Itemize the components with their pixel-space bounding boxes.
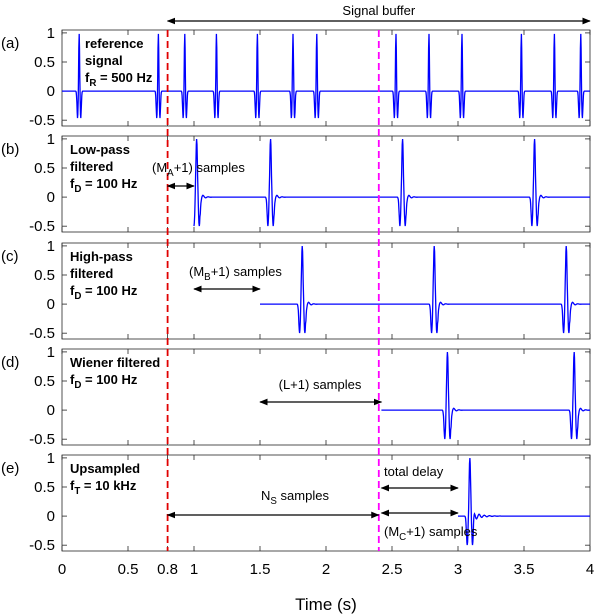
- x-tick-label: 4: [586, 561, 594, 578]
- x-tick-label: 2.5: [382, 561, 403, 578]
- x-axis: 0 0.5 0.8 1 1.5 2 2.5 3 3.5 4 Time (s): [58, 561, 594, 614]
- y-tick-label: 0: [47, 189, 55, 206]
- panel-label: Wiener filtered: [70, 355, 160, 370]
- x-tick-label: 0: [58, 561, 66, 578]
- panel-frequency: fR = 500 Hz: [85, 70, 153, 89]
- panel-a: -0.5 0 0.5 1 (a) reference signal fR = 500 Hz: [1, 25, 591, 129]
- y-tick-label: 0: [47, 402, 55, 419]
- panel-frequency: fT = 10 kHz: [70, 478, 137, 497]
- y-tick-label: -0.5: [29, 537, 55, 554]
- panel-d: -0.5 0 0.5 1 (d) Wiener filtered fD = 100 Hz: [1, 344, 591, 448]
- x-tick-label: 2: [322, 561, 330, 578]
- y-tick-label: 1: [47, 25, 55, 42]
- y-tick-label: 1: [47, 238, 55, 255]
- panel-label: Low-pass: [70, 142, 130, 157]
- panel-letter: (a): [1, 35, 19, 52]
- panel-letter: (c): [1, 248, 19, 265]
- mc-samples-label: (MC+1) samples: [384, 524, 478, 543]
- ma-samples-label: (MA+1) samples: [152, 160, 245, 179]
- marker-lines: [166, 30, 380, 551]
- y-tick-label: 0: [47, 83, 55, 100]
- signal-trace: [193, 138, 590, 227]
- signal-trace: [381, 351, 590, 440]
- panel-frequency: fD = 100 Hz: [70, 283, 138, 302]
- total-delay-label: total delay: [384, 464, 444, 479]
- y-tick-label: -0.5: [29, 325, 55, 342]
- panel-frame: [61, 135, 591, 233]
- y-tick-label: 0: [47, 296, 55, 313]
- signal-trace: [260, 245, 590, 334]
- panel-frequency: fD = 100 Hz: [70, 372, 138, 391]
- y-tick-label: 0.5: [34, 373, 55, 390]
- panel-label: filtered: [70, 159, 113, 174]
- panel-e: -0.5 0 0.5 1 (e) Upsampled fT = 10 kHz: [1, 450, 591, 554]
- panel-label: filtered: [70, 266, 113, 281]
- annotations: Signal buffer (MA+1) samples (MB+1) sample…: [152, 3, 591, 543]
- signal-trace: [62, 33, 590, 119]
- panel-b: -0.5 0 0.5 1 (b) Low-pass filtered fD = 100 Hz: [1, 131, 591, 235]
- mb-samples-label: (MB+1) samples: [189, 264, 282, 283]
- x-tick-label: 1.5: [250, 561, 271, 578]
- x-axis-label: Time (s): [295, 595, 357, 614]
- y-tick-label: 0.5: [34, 267, 55, 284]
- panel-letter: (e): [1, 460, 19, 477]
- y-tick-label: 0: [47, 508, 55, 525]
- panel-label: signal: [85, 53, 123, 68]
- x-tick-label: 1: [190, 561, 198, 578]
- panel-c: -0.5 0 0.5 1 (c) High-pass filtered fD = 100 Hz: [1, 238, 591, 342]
- ns-samples-label: NS samples: [261, 488, 329, 507]
- signal-buffer-label: Signal buffer: [342, 3, 415, 18]
- y-tick-label: 1: [47, 131, 55, 148]
- y-tick-label: -0.5: [29, 218, 55, 235]
- x-tick-label: 0.8: [157, 561, 178, 578]
- y-tick-label: 1: [47, 344, 55, 361]
- y-tick-label: -0.5: [29, 431, 55, 448]
- panel-letter: (d): [1, 354, 19, 371]
- panel-frame: [61, 242, 591, 340]
- panel-frequency: fD = 100 Hz: [70, 176, 138, 195]
- y-tick-label: -0.5: [29, 112, 55, 129]
- panel-label: reference: [85, 36, 144, 51]
- l-samples-label: (L+1) samples: [279, 377, 362, 392]
- y-tick-label: 0.5: [34, 54, 55, 71]
- y-tick-label: 0.5: [34, 160, 55, 177]
- panel-label: Upsampled: [70, 461, 140, 476]
- signal-trace: [458, 457, 590, 546]
- y-tick-label: 1: [47, 450, 55, 467]
- x-tick-label: 3.5: [514, 561, 535, 578]
- panel-label: High-pass: [70, 249, 133, 264]
- x-tick-label: 0.5: [118, 561, 139, 578]
- panel-letter: (b): [1, 141, 19, 158]
- y-tick-label: 0.5: [34, 479, 55, 496]
- panel-frame: [61, 454, 591, 552]
- x-tick-label: 3: [454, 561, 462, 578]
